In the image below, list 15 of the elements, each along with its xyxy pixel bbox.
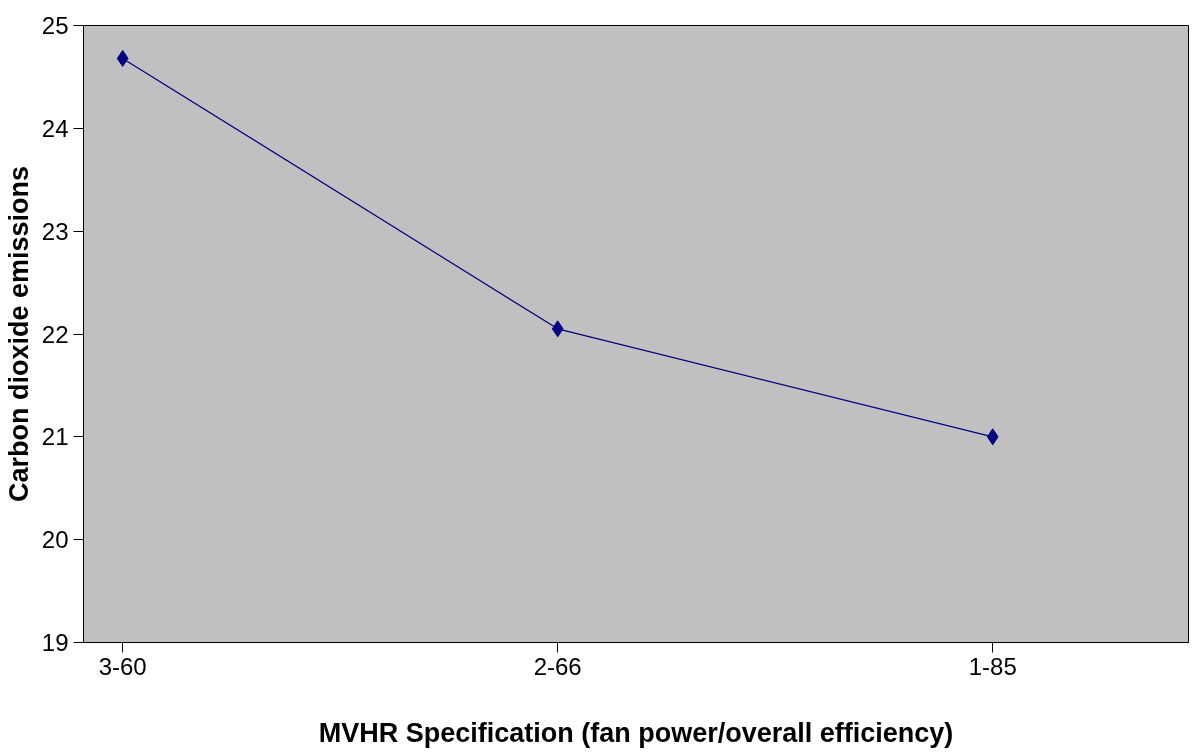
point xyxy=(986,428,999,446)
x-tick-label: 3-60 xyxy=(98,652,147,680)
point xyxy=(551,320,564,338)
y-tick-label: 19 xyxy=(41,629,69,656)
point xyxy=(116,49,129,67)
y-axis-title: Carbon dioxide emissions xyxy=(3,165,34,503)
y-tick-label: 21 xyxy=(41,423,69,451)
y-tick-label: 20 xyxy=(41,526,69,554)
x-tick-label: 1-85 xyxy=(968,652,1017,680)
y-tick-label: 22 xyxy=(41,320,69,348)
x-axis-title: MVHR Specification (fan power/overall efficiency) xyxy=(318,717,954,748)
y-tick-label: 25 xyxy=(41,12,69,39)
x-tick-label: 2-66 xyxy=(533,652,582,680)
y-tick-label: 24 xyxy=(41,114,69,142)
y-tick-label: 23 xyxy=(41,217,69,245)
